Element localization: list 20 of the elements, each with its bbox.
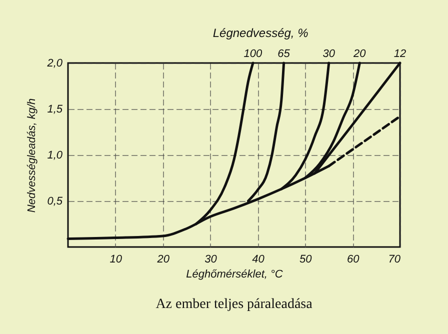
series-label: 12 <box>394 48 406 60</box>
series-label: 30 <box>322 48 336 60</box>
y-tick-label: 0,5 <box>47 196 64 208</box>
x-tick-label: 40 <box>252 254 266 266</box>
legend-title: Légnedvesség, % <box>212 26 309 40</box>
y-tick-label: 1,0 <box>47 150 64 162</box>
x-tick-label: 30 <box>204 254 218 266</box>
y-tick-label: 2,0 <box>46 58 64 70</box>
series-label: 20 <box>352 48 367 60</box>
x-tick-label: 60 <box>346 254 360 266</box>
x-tick-label: 10 <box>110 254 123 266</box>
x-tick-label: 50 <box>300 254 313 266</box>
series-label: 100 <box>244 48 264 60</box>
x-axis-title: Léghőmérséklet, °C <box>186 268 283 280</box>
x-tick-label: 70 <box>388 254 402 266</box>
y-axis-title: Nedvességleadás, kg/h <box>26 98 38 213</box>
y-tick-label: 1,5 <box>47 104 64 116</box>
text: Az ember teljes páraleadása <box>156 297 314 312</box>
series-label: 65 <box>278 48 291 60</box>
x-tick-label: 20 <box>156 254 170 266</box>
